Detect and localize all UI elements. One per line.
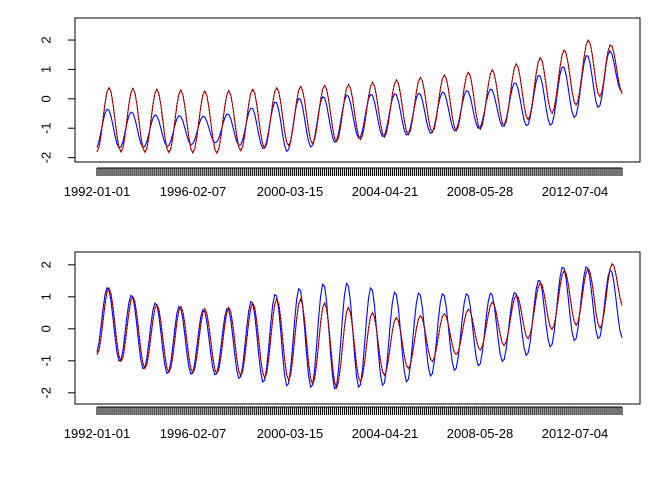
x-tick-label: 1996-02-07 <box>160 184 227 199</box>
x-tick-label: 2012-07-04 <box>542 426 609 441</box>
series-line-observed <box>96 265 623 390</box>
x-tick-label: 2000-03-15 <box>257 426 324 441</box>
y-tick-label: 1 <box>39 293 54 300</box>
y-tick-label: 2 <box>39 36 54 43</box>
y-axis: -2 -1 0 1 2 <box>39 261 76 399</box>
plot-frame <box>74 17 641 163</box>
x-tick-label: 1996-02-07 <box>160 426 227 441</box>
chart-panel-2: -2 -1 0 1 2 1992-01-01 1996-02-07 2000-03-15 200… <box>39 251 641 441</box>
x-axis: 1992-01-01 1996-02-07 2000-03-15 2004-04-21… <box>64 167 623 199</box>
x-tick-label: 1992-01-01 <box>64 426 131 441</box>
y-tick-label: 0 <box>39 95 54 102</box>
x-tick-label: 2012-07-04 <box>542 184 609 199</box>
y-tick-label: -1 <box>39 355 54 367</box>
chart-panel-1: -2 -1 0 1 2 1992-01-01 1996-02-07 2000-03-15 200… <box>39 17 641 199</box>
x-tick-label: 2008-05-28 <box>447 184 514 199</box>
x-tick-label: 2004-04-21 <box>352 426 419 441</box>
series-line-fitted-dotted <box>96 262 623 390</box>
x-tick-label: 2004-04-21 <box>352 184 419 199</box>
y-axis: -2 -1 0 1 2 <box>39 36 76 163</box>
x-axis: 1992-01-01 1996-02-07 2000-03-15 2004-04-21… <box>64 406 623 441</box>
y-tick-label: 1 <box>39 66 54 73</box>
y-tick-label: 0 <box>39 325 54 332</box>
y-tick-label: 2 <box>39 261 54 268</box>
series-line-fitted <box>96 38 623 155</box>
y-tick-label: -1 <box>39 122 54 134</box>
x-tick-label: 2000-03-15 <box>257 184 324 199</box>
y-tick-label: -2 <box>39 152 54 164</box>
x-tick-label: 1992-01-01 <box>64 184 131 199</box>
x-tick-label: 2008-05-28 <box>447 426 514 441</box>
series-line-fitted-dotted <box>96 39 623 155</box>
y-tick-label: -2 <box>39 387 54 399</box>
